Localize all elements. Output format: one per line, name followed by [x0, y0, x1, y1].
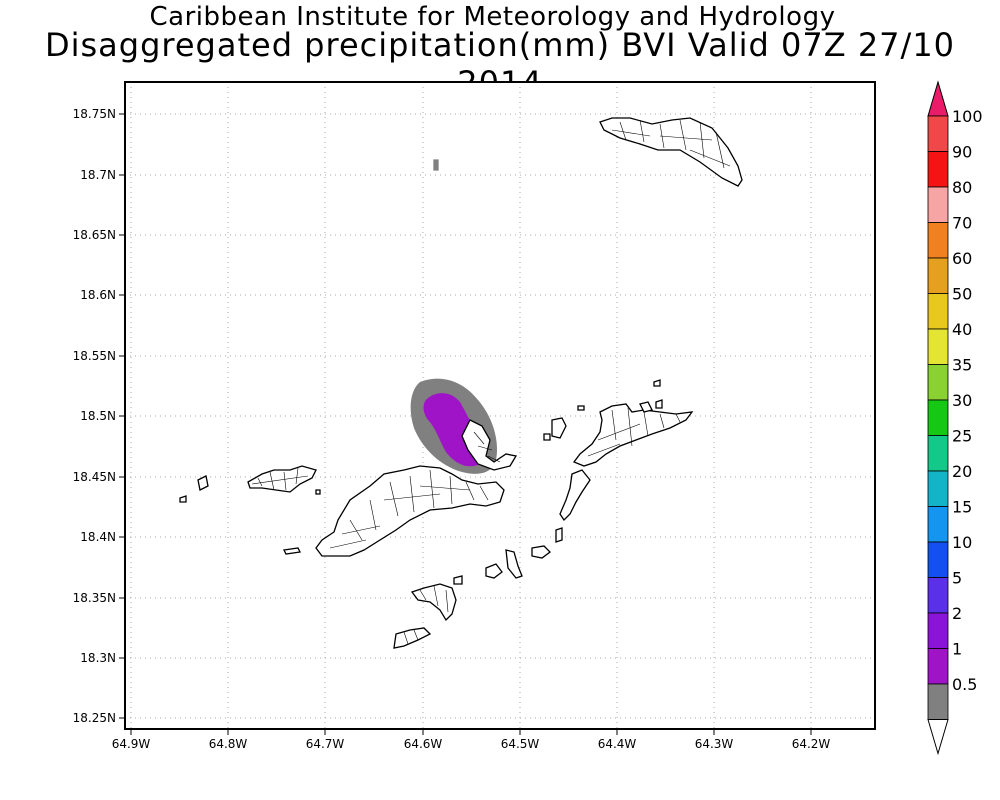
- colorbar-label: 100: [952, 107, 983, 126]
- colorbar-label: 90: [952, 143, 972, 162]
- lon-tick-label: 64.3W: [695, 737, 734, 751]
- islands: [179, 117, 743, 649]
- lat-tick-label: 18.25N: [73, 711, 116, 725]
- island-west-cay: [179, 495, 187, 503]
- plot-frame: [124, 81, 876, 730]
- island-necker: [653, 379, 661, 387]
- colorbar: 100 90 80 70 60 50 40 35 30 25 20 15 10 5 2 1 0.5: [927, 80, 983, 756]
- island-sandy-cay: [577, 405, 585, 411]
- colorbar-segment: [927, 399, 949, 436]
- colorbar-label: 15: [952, 498, 972, 517]
- island-ginger: [531, 545, 551, 559]
- longitude-labels: 64.9W 64.8W 64.7W 64.6W 64.5W 64.4W 64.3…: [112, 737, 831, 751]
- colorbar-segment: [927, 257, 949, 294]
- lon-tick-label: 64.9W: [112, 737, 151, 751]
- colorbar-segment: [927, 506, 949, 543]
- island-dead-chest: [453, 575, 463, 585]
- lon-tick-label: 64.8W: [209, 737, 248, 751]
- island-camanoe: [551, 417, 567, 439]
- colorbar-segment: [927, 470, 949, 507]
- grid-cells: [251, 119, 731, 645]
- island-little-jost: [197, 475, 209, 491]
- island-little-thatch: [315, 489, 321, 495]
- lon-tick-label: 64.6W: [404, 737, 443, 751]
- colorbar-segment: [927, 222, 949, 259]
- colorbar-segment: [927, 648, 949, 685]
- colorbar-segment: [927, 186, 949, 223]
- colorbar-label: 40: [952, 320, 972, 339]
- colorbar-label: 10: [952, 533, 972, 552]
- colorbar-label: 80: [952, 178, 972, 197]
- institute-title: Caribbean Institute for Meteorology and …: [149, 2, 836, 32]
- island-cay-north: [433, 159, 439, 171]
- colorbar-label: 50: [952, 285, 972, 304]
- colorbar-bottom-arrow: [927, 719, 949, 756]
- lon-tick-label: 64.5W: [501, 737, 540, 751]
- gridlines: [125, 82, 875, 729]
- island-west-end: [283, 547, 301, 555]
- colorbar-segment: [927, 293, 949, 330]
- lat-tick-label: 18.3N: [80, 651, 116, 665]
- latitude-labels: 18.75N 18.7N 18.65N 18.6N 18.55N 18.5N 1…: [73, 107, 116, 725]
- island-tortola: [315, 465, 505, 557]
- colorbar-segment: [927, 612, 949, 649]
- colorbar-segment: [927, 541, 949, 578]
- plot-area: [125, 82, 875, 729]
- colorbar-label: 20: [952, 462, 972, 481]
- island-eustatia: [639, 401, 653, 413]
- colorbar-label: 0.5: [952, 675, 977, 694]
- colorbar-label: 60: [952, 249, 972, 268]
- island-virgin-gorda-south: [559, 469, 591, 522]
- colorbar-segment: [927, 364, 949, 401]
- island-cooper: [505, 549, 523, 579]
- lat-tick-label: 18.5N: [80, 409, 116, 423]
- island-anegada: [599, 117, 743, 187]
- axis-ticks: [119, 113, 812, 735]
- island-jost-van-dyke: [247, 465, 317, 493]
- lat-tick-label: 18.45N: [73, 470, 116, 484]
- island-beef-island: [461, 419, 518, 471]
- lon-tick-label: 64.7W: [306, 737, 345, 751]
- colorbar-label: 1: [952, 640, 962, 659]
- colorbar-label: 2: [952, 604, 962, 623]
- colorbar-label: 5: [952, 569, 962, 588]
- colorbar-segment: [927, 683, 949, 720]
- island-norman: [410, 583, 457, 622]
- lat-tick-label: 18.6N: [80, 288, 116, 302]
- lat-tick-label: 18.55N: [73, 349, 116, 363]
- colorbar-segment: [927, 435, 949, 472]
- island-mosquito: [655, 399, 663, 409]
- colorbar-label: 30: [952, 391, 972, 410]
- colorbar-segment: [927, 115, 949, 152]
- colorbar-label: 70: [952, 214, 972, 233]
- island-peter: [393, 627, 432, 649]
- colorbar-segment: [927, 577, 949, 614]
- colorbar-label: 35: [952, 356, 972, 375]
- island-salt: [485, 563, 503, 579]
- lon-tick-label: 64.4W: [598, 737, 637, 751]
- lat-tick-label: 18.65N: [73, 228, 116, 242]
- lat-tick-label: 18.75N: [73, 107, 116, 121]
- lon-tick-label: 64.2W: [792, 737, 831, 751]
- map-title: Disaggregated precipitation(mm) BVI Vali…: [44, 26, 956, 102]
- lat-tick-label: 18.4N: [80, 530, 116, 544]
- colorbar-segment: [927, 151, 949, 188]
- lat-tick-label: 18.7N: [80, 168, 116, 182]
- lat-tick-label: 18.35N: [73, 591, 116, 605]
- island-scrub: [543, 433, 551, 441]
- colorbar-top-arrow: [927, 80, 949, 117]
- island-gorda-tip: [555, 527, 563, 543]
- colorbar-label: 25: [952, 427, 972, 446]
- colorbar-segment: [927, 328, 949, 365]
